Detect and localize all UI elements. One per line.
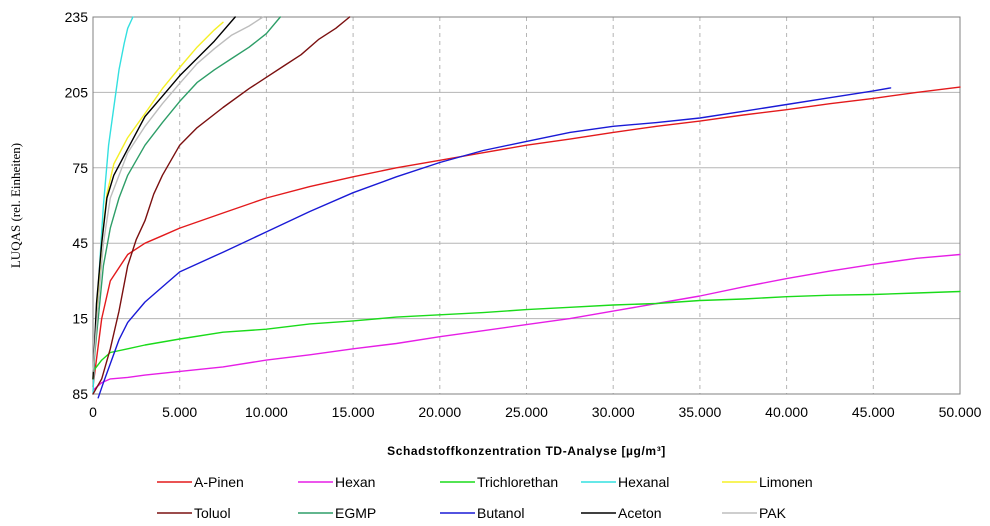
x-tick-label: 10.000 [245, 404, 288, 420]
plot-area [92, 16, 961, 395]
series-line-hexan [92, 253, 961, 391]
legend-item: Limonen [722, 474, 813, 490]
x-tick-label: 45.000 [852, 404, 895, 420]
x-tick-label: 30.000 [592, 404, 635, 420]
legend-label: Hexanal [618, 474, 669, 490]
series-line-a-pinen [92, 86, 961, 388]
x-tick-label: 35.000 [678, 404, 721, 420]
legend-item: Butanol [440, 505, 524, 521]
y-tick-label: 85 [72, 386, 88, 402]
y-axis-ticks: 85 15 45 75 205 235 [65, 9, 89, 402]
series-line-egmp [92, 16, 281, 373]
legend-label: Aceton [618, 505, 662, 521]
x-tick-label: 25.000 [505, 404, 548, 420]
legend-item: PAK [722, 505, 787, 521]
series-line-aceton [92, 16, 236, 380]
y-tick-label: 235 [65, 9, 89, 25]
legend-item: Trichlorethan [440, 474, 558, 490]
legend-item: EGMP [298, 505, 376, 521]
x-tick-label: 40.000 [765, 404, 808, 420]
legend-label: Butanol [477, 505, 524, 521]
legend-item: A-Pinen [157, 474, 244, 490]
series-line-pak [92, 16, 264, 373]
y-tick-label: 15 [72, 311, 88, 327]
legend-item: Aceton [581, 505, 662, 521]
legend-item: Hexan [298, 474, 375, 490]
series-layer [92, 16, 961, 399]
series-line-trichlorethan [92, 290, 961, 373]
y-tick-label: 45 [72, 235, 88, 251]
x-axis-label: Schadstoffkonzentration TD-Analyse [µg/m… [387, 444, 666, 458]
y-axis-label: LUQAS (rel. Einheiten) [8, 143, 23, 268]
legend-item: Toluol [157, 505, 231, 521]
legend: A-Pinen Hexan Trichlorethan Hexanal Limonen T… [157, 474, 813, 521]
series-line-butanol [97, 87, 892, 399]
legend-label: Trichlorethan [477, 474, 558, 490]
x-tick-label: 20.000 [418, 404, 461, 420]
grid [93, 17, 960, 394]
x-tick-label: 50.000 [939, 404, 982, 420]
x-tick-label: 0 [89, 404, 97, 420]
legend-label: PAK [759, 505, 787, 521]
legend-label: Hexan [335, 474, 375, 490]
x-tick-label: 5.000 [162, 404, 197, 420]
legend-label: EGMP [335, 505, 376, 521]
legend-label: Limonen [759, 474, 813, 490]
y-tick-label: 75 [72, 160, 88, 176]
series-line-toluol [92, 16, 351, 395]
y-tick-label: 205 [65, 84, 89, 100]
legend-label: Toluol [194, 505, 231, 521]
series-line-limonen [92, 21, 224, 380]
legend-label: A-Pinen [194, 474, 244, 490]
legend-item: Hexanal [581, 474, 669, 490]
x-axis-ticks: 0 5.000 10.000 15.000 20.000 25.000 30.000 35.0… [89, 404, 982, 420]
x-tick-label: 15.000 [332, 404, 375, 420]
